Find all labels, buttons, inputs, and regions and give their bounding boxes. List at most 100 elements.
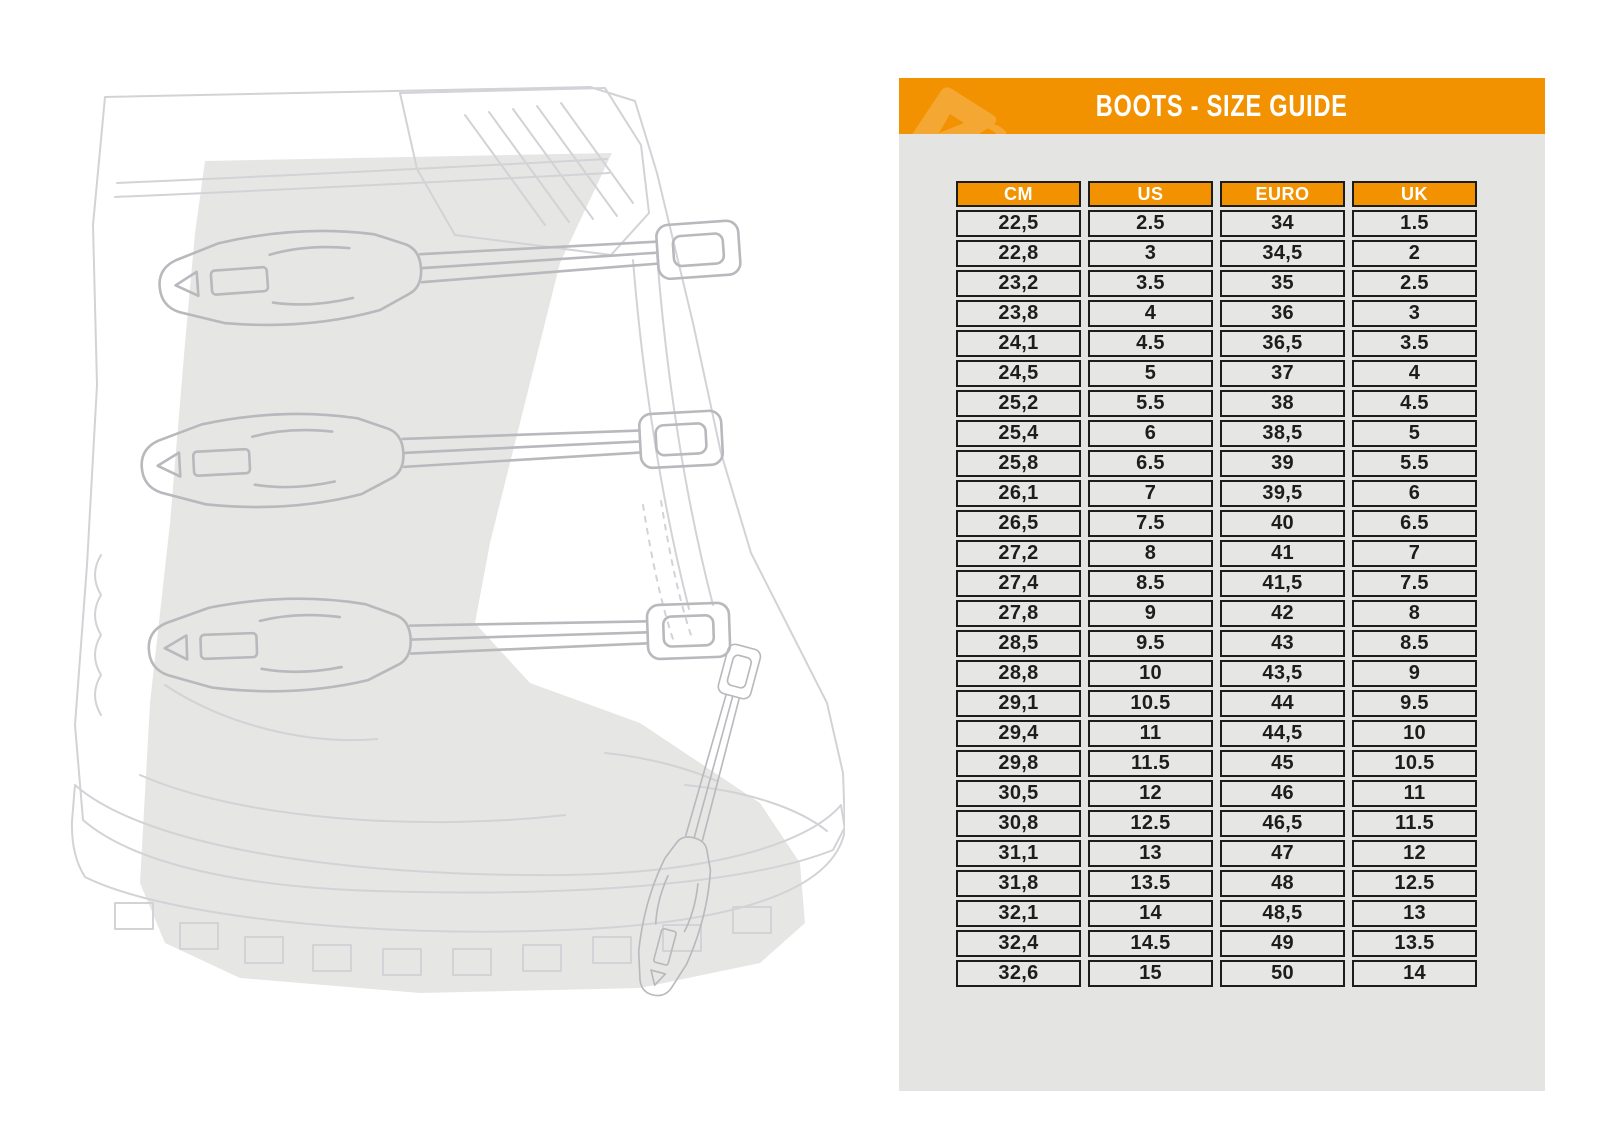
table-cell: 32,1 — [956, 900, 1081, 927]
table-cell: 27,8 — [956, 600, 1081, 627]
table-cell: 15 — [1088, 960, 1213, 987]
table-cell: 44,5 — [1220, 720, 1345, 747]
table-cell: 42 — [1220, 600, 1345, 627]
table-cell: 6 — [1088, 420, 1213, 447]
table-row: 25,8 6.5 39 5.5 — [956, 450, 1477, 477]
table-cell: 29,1 — [956, 690, 1081, 717]
column-header: UK — [1352, 181, 1477, 207]
table-cell: 13 — [1088, 840, 1213, 867]
table-cell: 13.5 — [1088, 870, 1213, 897]
table-cell: 10.5 — [1352, 750, 1477, 777]
table-cell: 4 — [1352, 360, 1477, 387]
table-cell: 29,8 — [956, 750, 1081, 777]
size-table-head: CM US EURO UK — [956, 181, 1477, 207]
table-cell: 34,5 — [1220, 240, 1345, 267]
table-cell: 48 — [1220, 870, 1345, 897]
table-cell: 10.5 — [1088, 690, 1213, 717]
table-cell: 23,2 — [956, 270, 1081, 297]
table-row: 29,1 10.5 44 9.5 — [956, 690, 1477, 717]
page-title: BOOTS - SIZE GUIDE — [1096, 88, 1348, 123]
table-row: 25,4 6 38,5 5 — [956, 420, 1477, 447]
table-cell: 2.5 — [1352, 270, 1477, 297]
table-cell: 3.5 — [1088, 270, 1213, 297]
boot-shading-overlay — [140, 153, 805, 993]
table-cell: 1.5 — [1352, 210, 1477, 237]
table-row: 27,4 8.5 41,5 7.5 — [956, 570, 1477, 597]
table-row: 28,8 10 43,5 9 — [956, 660, 1477, 687]
table-cell: 7.5 — [1352, 570, 1477, 597]
table-cell: 10 — [1088, 660, 1213, 687]
table-cell: 14 — [1352, 960, 1477, 987]
table-cell: 26,1 — [956, 480, 1081, 507]
table-row: 30,8 12.5 46,5 11.5 — [956, 810, 1477, 837]
title-band: BOOTS - SIZE GUIDE — [899, 78, 1545, 134]
table-cell: 30,8 — [956, 810, 1081, 837]
table-cell: 14 — [1088, 900, 1213, 927]
table-cell: 24,5 — [956, 360, 1081, 387]
table-cell: 41,5 — [1220, 570, 1345, 597]
table-cell: 4.5 — [1352, 390, 1477, 417]
table-cell: 26,5 — [956, 510, 1081, 537]
table-cell: 5.5 — [1088, 390, 1213, 417]
column-header: EURO — [1220, 181, 1345, 207]
table-cell: 22,8 — [956, 240, 1081, 267]
table-row: 27,8 9 42 8 — [956, 600, 1477, 627]
table-cell: 2 — [1352, 240, 1477, 267]
size-guide-panel: BOOTS - SIZE GUIDE CM US EURO UK 22,5 2.5 34 1… — [899, 78, 1545, 1091]
table-cell: 24,1 — [956, 330, 1081, 357]
table-cell: 5 — [1088, 360, 1213, 387]
table-cell: 46 — [1220, 780, 1345, 807]
table-cell: 38,5 — [1220, 420, 1345, 447]
table-cell: 5.5 — [1352, 450, 1477, 477]
table-cell: 3 — [1352, 300, 1477, 327]
table-cell: 5 — [1352, 420, 1477, 447]
table-cell: 39,5 — [1220, 480, 1345, 507]
table-row: 22,8 3 34,5 2 — [956, 240, 1477, 267]
table-row: 29,4 11 44,5 10 — [956, 720, 1477, 747]
table-cell: 32,6 — [956, 960, 1081, 987]
table-cell: 27,4 — [956, 570, 1081, 597]
table-row: 22,5 2.5 34 1.5 — [956, 210, 1477, 237]
table-row: 23,8 4 36 3 — [956, 300, 1477, 327]
table-row: 32,4 14.5 49 13.5 — [956, 930, 1477, 957]
table-cell: 25,2 — [956, 390, 1081, 417]
table-cell: 34 — [1220, 210, 1345, 237]
table-cell: 9.5 — [1352, 690, 1477, 717]
table-cell: 11.5 — [1088, 750, 1213, 777]
table-cell: 46,5 — [1220, 810, 1345, 837]
header-row: CM US EURO UK — [956, 181, 1477, 207]
table-cell: 11.5 — [1352, 810, 1477, 837]
table-cell: 25,8 — [956, 450, 1081, 477]
column-header: CM — [956, 181, 1081, 207]
table-cell: 3.5 — [1352, 330, 1477, 357]
table-cell: 6 — [1352, 480, 1477, 507]
boot-illustration — [70, 86, 845, 1004]
table-cell: 38 — [1220, 390, 1345, 417]
table-cell: 37 — [1220, 360, 1345, 387]
table-row: 32,1 14 48,5 13 — [956, 900, 1477, 927]
boot-outline — [70, 86, 845, 976]
table-cell: 7 — [1352, 540, 1477, 567]
table-cell: 50 — [1220, 960, 1345, 987]
table-row: 31,1 13 47 12 — [956, 840, 1477, 867]
table-cell: 47 — [1220, 840, 1345, 867]
table-cell: 8.5 — [1088, 570, 1213, 597]
table-cell: 36 — [1220, 300, 1345, 327]
table-cell: 11 — [1088, 720, 1213, 747]
table-cell: 11 — [1352, 780, 1477, 807]
table-cell: 23,8 — [956, 300, 1081, 327]
table-cell: 44 — [1220, 690, 1345, 717]
table-cell: 7.5 — [1088, 510, 1213, 537]
table-cell: 2.5 — [1088, 210, 1213, 237]
table-cell: 8 — [1088, 540, 1213, 567]
table-row: 31,8 13.5 48 12.5 — [956, 870, 1477, 897]
table-cell: 7 — [1088, 480, 1213, 507]
table-cell: 8 — [1352, 600, 1477, 627]
table-cell: 9 — [1088, 600, 1213, 627]
table-cell: 28,5 — [956, 630, 1081, 657]
table-cell: 6.5 — [1088, 450, 1213, 477]
table-cell: 39 — [1220, 450, 1345, 477]
table-cell: 41 — [1220, 540, 1345, 567]
table-cell: 40 — [1220, 510, 1345, 537]
table-row: 28,5 9.5 43 8.5 — [956, 630, 1477, 657]
